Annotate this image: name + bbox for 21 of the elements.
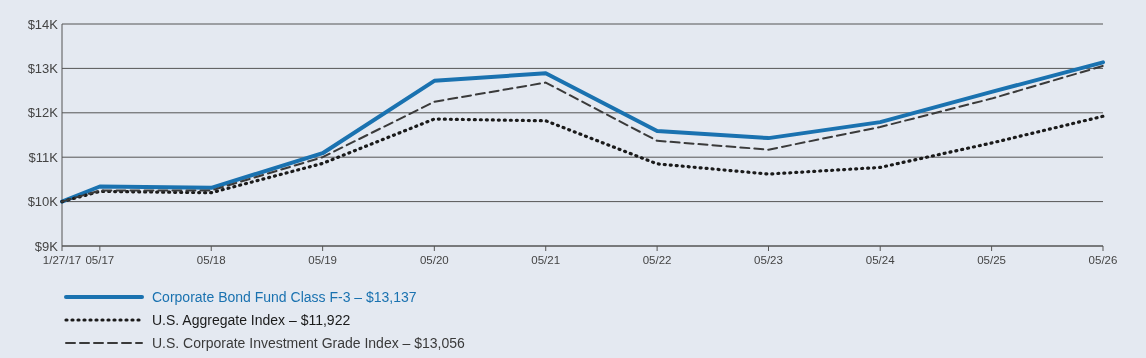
x-tick-label: 05/24	[865, 254, 896, 266]
y-tick-label: $11K	[28, 149, 59, 165]
y-tick-label: $14K	[27, 16, 59, 32]
y-tick-label: $10K	[27, 194, 59, 210]
text: Corporate Bond Fund Class F-3 – $13,137	[152, 288, 417, 305]
x-tick-label: 05/20	[419, 254, 449, 266]
text: U.S. Aggregate Index – $11,922	[152, 311, 351, 328]
x-tick-label: 1/27/17	[42, 254, 82, 266]
x-tick-label: 05/19	[308, 254, 338, 266]
y-tick-label: $13K	[27, 60, 59, 76]
x-tick-label: 05/18	[196, 254, 226, 266]
x-tick-label: 05/17	[85, 254, 115, 266]
line-series	[60, 114, 1105, 204]
y-tick-label: $9K	[34, 238, 59, 254]
text: U.S. Corporate Investment Grade Index – $13,056	[152, 334, 466, 351]
y-tick-label: $12K	[27, 105, 59, 121]
x-tick-label: 05/23	[754, 254, 783, 266]
x-tick-label: 05/21	[531, 254, 561, 266]
x-tick-label: 05/22	[642, 254, 672, 266]
x-tick-label: 05/26	[1088, 254, 1118, 266]
x-tick-label: 05/25	[977, 254, 1006, 266]
